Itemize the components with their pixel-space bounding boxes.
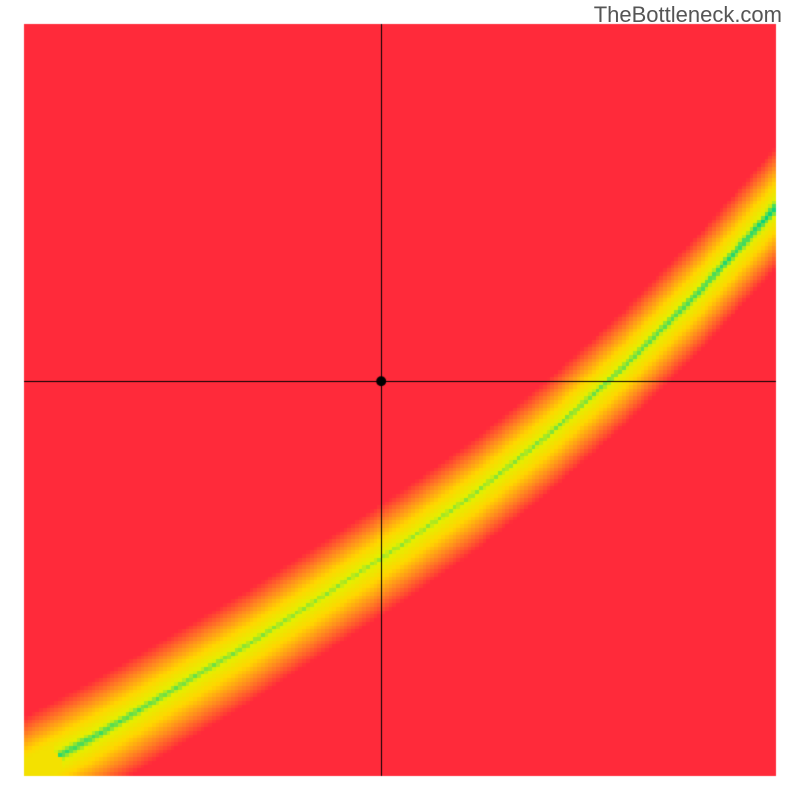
bottleneck-heatmap — [0, 0, 800, 800]
chart-container: { "canvas": { "width": 800, "height": 80… — [0, 0, 800, 800]
watermark-text: TheBottleneck.com — [594, 2, 782, 28]
